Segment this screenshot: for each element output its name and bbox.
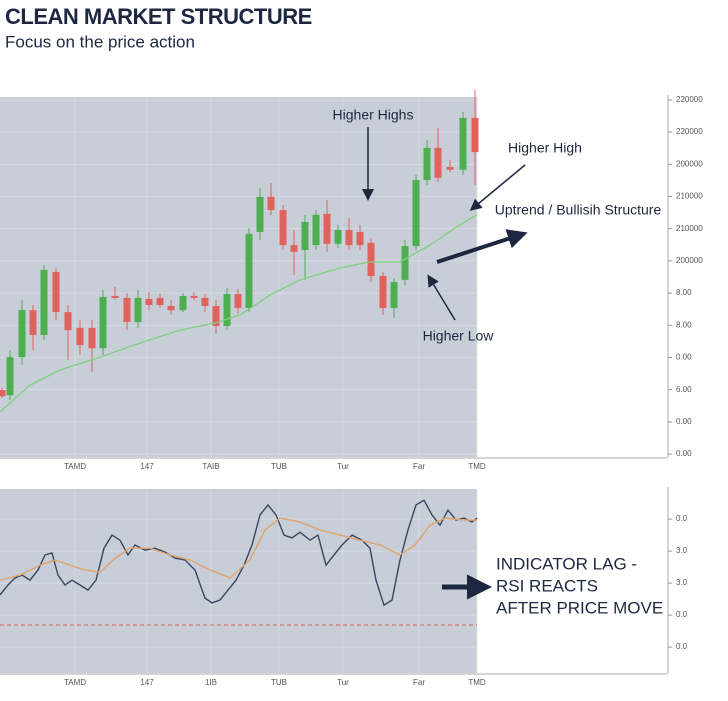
candle-body (223, 294, 231, 326)
annotation: Uptrend / Bullisih Structure (495, 202, 662, 218)
x-tick-label: Tur (337, 678, 349, 687)
candle-body (190, 295, 198, 298)
candle-body (312, 214, 320, 246)
candle-body (145, 298, 153, 306)
candle-body (423, 147, 431, 181)
candle-body (471, 117, 479, 153)
x-tick-label: 1IB (205, 678, 217, 687)
x-tick-label: TUB (271, 678, 287, 687)
annotation: RSI REACTS (496, 576, 598, 595)
x-tick-label: TUB (271, 462, 287, 471)
candle-body (367, 242, 375, 277)
candle-body (345, 229, 353, 246)
x-tick-label: Far (413, 462, 425, 471)
candle-body (40, 269, 48, 335)
candle-body (212, 305, 220, 326)
annotation: Higher Low (423, 328, 495, 344)
y-tick-label: 0.00 (676, 449, 692, 458)
plots: 220000 220000 200000 210000 210000 200000 8.00… (0, 89, 703, 687)
candle-body (267, 196, 275, 211)
candle-body (301, 221, 309, 250)
candle-body (334, 229, 342, 244)
chart-subtitle: Focus on the price action (5, 32, 195, 51)
x-tick-label: 147 (140, 678, 154, 687)
candle-body (379, 276, 387, 308)
candle-body (401, 246, 409, 280)
y-tick-label: 0.00 (676, 353, 692, 362)
annotation-arrow (436, 229, 528, 264)
candle-body (29, 310, 37, 335)
y-tick-label: 3.0 (676, 578, 688, 587)
y-tick-label: 6.00 (676, 385, 692, 394)
candle-body (6, 357, 14, 396)
candle-body (167, 305, 175, 311)
candle-body (179, 295, 187, 311)
x-tick-label: 147 (140, 462, 154, 471)
y-tick-label: 0.00 (676, 417, 692, 426)
chart-title: CLEAN MARKET STRUCTURE (5, 4, 312, 29)
y-tick-label: 0.0 (676, 642, 688, 651)
candle-body (76, 327, 84, 345)
candle-body (390, 282, 398, 308)
x-tick-label: TAIB (202, 462, 219, 471)
y-tick-label: 0.0 (676, 514, 688, 523)
candle-body (412, 180, 420, 247)
y-tick-label: 220000 (676, 127, 703, 136)
x-tick-label: Far (413, 678, 425, 687)
annotation: INDICATOR LAG - (496, 554, 637, 573)
plot-background (0, 489, 477, 673)
candle-body (52, 271, 60, 313)
candle-body (99, 296, 107, 349)
candle-body (256, 196, 264, 232)
candle-body (290, 245, 298, 252)
annotation-arrow (427, 274, 456, 321)
x-tick-label: TAMD (64, 678, 86, 687)
y-tick-label: 210000 (676, 192, 703, 201)
candle-body (88, 327, 96, 349)
y-tick-label: 3.0 (676, 546, 688, 555)
candle-body (0, 390, 6, 397)
x-tick-label: Tur (337, 462, 349, 471)
y-tick-label: 200000 (676, 256, 703, 265)
plot-background (0, 97, 477, 457)
candle-body (201, 297, 209, 306)
candle-body (156, 297, 164, 306)
annotation: AFTER PRICE MOVE (496, 598, 663, 617)
x-tick-label: TMD (468, 678, 486, 687)
y-tick-label: 220000 (676, 95, 703, 104)
x-tick-label: TMD (468, 462, 486, 471)
x-tick-label: TAMD (64, 462, 86, 471)
candle-body (111, 295, 119, 298)
candle-body (459, 117, 467, 170)
candle-body (123, 297, 131, 323)
y-tick-label: 210000 (676, 224, 703, 233)
candle-body (434, 147, 442, 178)
line (0, 499, 478, 607)
line (0, 517, 477, 581)
candle-body (234, 294, 242, 308)
candle-body (446, 166, 454, 170)
y-tick-label: 200000 (676, 159, 703, 168)
annotation-arrow (469, 164, 526, 211)
candle-body (279, 210, 287, 246)
candle-body (245, 233, 253, 308)
y-tick-label: 8.00 (676, 288, 692, 297)
annotation: Higher High (508, 140, 582, 156)
annotation: Higher Highs (333, 107, 414, 123)
line (0, 214, 478, 413)
candle-body (134, 297, 142, 323)
y-tick-label: 0.0 (676, 610, 688, 619)
candle-body (323, 213, 331, 244)
candle-body (64, 312, 72, 331)
y-tick-label: 8.00 (676, 320, 692, 329)
candle-body (18, 310, 26, 358)
candle-body (356, 231, 364, 246)
